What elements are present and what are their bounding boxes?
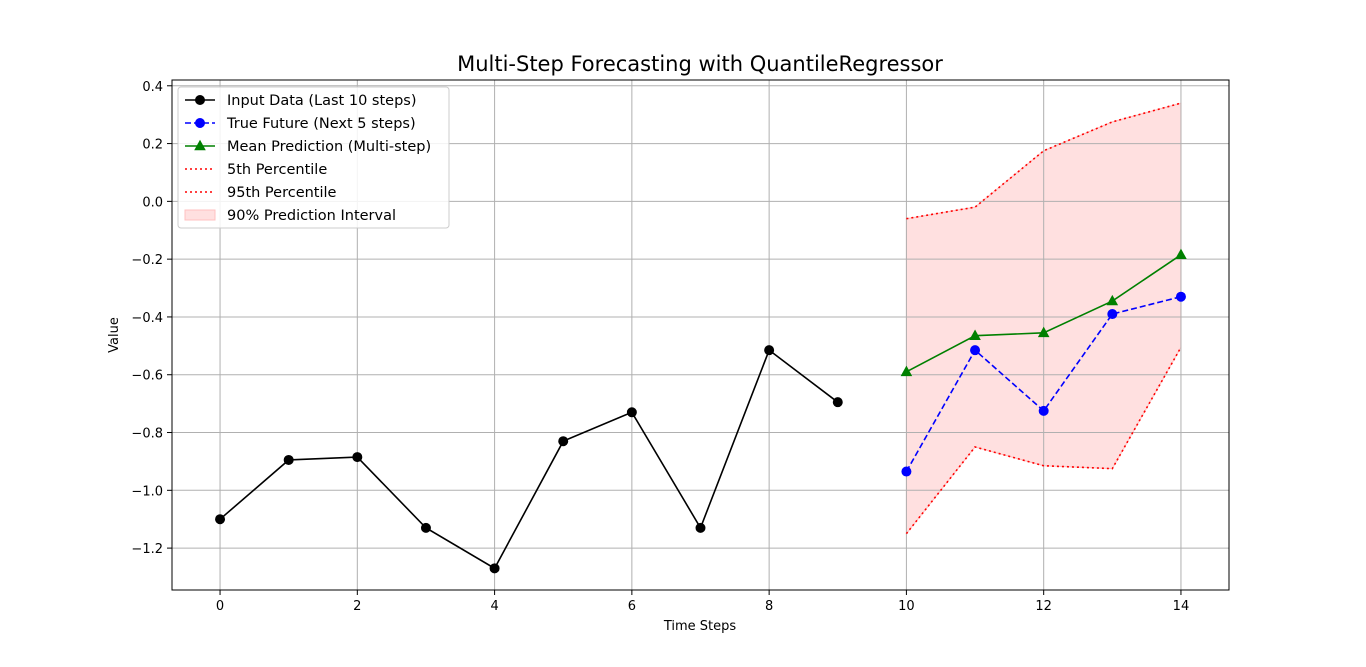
series-0-point-9 [832, 397, 843, 408]
series-0-point-2 [352, 452, 363, 463]
x-tick-label-2: 4 [490, 599, 498, 614]
ticks-layer: 0 2 4 6 8 10 12 14 0.4 0.2 0.0 −0.2 −0.4 −0.6 −0.8 −1.0… [131, 80, 1189, 614]
series-0-group [215, 345, 843, 574]
legend-entry-5: 90% Prediction Interval [184, 208, 396, 224]
legend-entry-3: 5th Percentile [185, 162, 327, 178]
series-2-group [900, 248, 1187, 377]
y-axis-label: Value [107, 317, 122, 353]
series-0-line [219, 348, 839, 570]
y-tick-label-5: −0.6 [131, 369, 163, 384]
series-0-point-6 [626, 407, 637, 418]
series-2-point-1 [969, 329, 981, 340]
legend-label-2: Mean Prediction (Multi-step) [227, 139, 431, 155]
x-tick-label-5: 10 [898, 599, 915, 614]
series-0-point-0 [215, 514, 226, 525]
legend-marker-2 [194, 139, 206, 151]
series-1-group [901, 291, 1186, 477]
x-axis-label: Time Steps [663, 619, 737, 634]
legend-marker-0 [195, 95, 205, 105]
series-3-group [905, 346, 1182, 535]
series-0-point-8 [764, 345, 775, 356]
series-0-point-4 [489, 563, 500, 574]
series-3-line [905, 346, 1182, 535]
series-0-point-7 [695, 522, 706, 533]
y-tick-label-1: 0.2 [142, 138, 163, 153]
plot-frame [171, 79, 1230, 591]
legend-label-1: True Future (Next 5 steps) [226, 116, 416, 132]
legend-entry-1: True Future (Next 5 steps) [185, 116, 416, 132]
series-1-line [905, 295, 1182, 472]
legend-label-4: 95th Percentile [227, 185, 337, 201]
series-2-point-2 [1037, 326, 1050, 338]
series-0-point-3 [420, 522, 431, 533]
series-1-point-0 [901, 466, 912, 477]
x-tick-label-1: 2 [353, 599, 361, 614]
series-1-point-1 [970, 345, 981, 356]
legend-entry-0: Input Data (Last 10 steps) [185, 93, 417, 109]
legend-frame [177, 86, 450, 229]
series-0-point-5 [558, 436, 569, 447]
y-tick-label-6: −0.8 [131, 427, 163, 442]
legend: Input Data (Last 10 steps) True Future (N… [177, 86, 450, 229]
series-0-point-1 [283, 454, 294, 465]
series-2-point-0 [900, 365, 913, 377]
series-1-point-2 [1038, 405, 1049, 416]
x-tick-label-0: 0 [216, 599, 224, 614]
x-tick-label-3: 6 [628, 599, 636, 614]
y-tick-label-3: −0.2 [131, 253, 163, 268]
legend-marker-1 [195, 118, 205, 128]
series-2-point-4 [1175, 248, 1187, 260]
legend-label-0: Input Data (Last 10 steps) [227, 93, 417, 109]
legend-swatch-5 [184, 209, 216, 221]
y-tick-label-8: −1.2 [131, 542, 163, 557]
series-4-line [906, 102, 1182, 220]
series-layer [215, 102, 1187, 574]
x-tick-label-7: 14 [1173, 599, 1190, 614]
y-tick-label-2: 0.0 [142, 195, 163, 210]
y-tick-label-7: −1.0 [131, 484, 163, 499]
series-1-point-4 [1175, 291, 1186, 302]
y-tick-label-4: −0.4 [131, 311, 163, 326]
legend-entry-2: Mean Prediction (Multi-step) [185, 139, 431, 155]
legend-entry-4: 95th Percentile [185, 185, 337, 201]
series-4-group [906, 102, 1182, 220]
legend-label-3: 5th Percentile [227, 162, 327, 178]
x-tick-label-6: 12 [1035, 599, 1052, 614]
y-tick-label-0: 0.4 [142, 80, 163, 95]
series-1-point-3 [1107, 309, 1118, 320]
x-tick-label-4: 8 [765, 599, 773, 614]
chart-title: Multi-Step Forecasting with QuantileRegr… [457, 52, 943, 76]
legend-label-5: 90% Prediction Interval [227, 208, 396, 224]
series-2-point-3 [1106, 294, 1119, 306]
